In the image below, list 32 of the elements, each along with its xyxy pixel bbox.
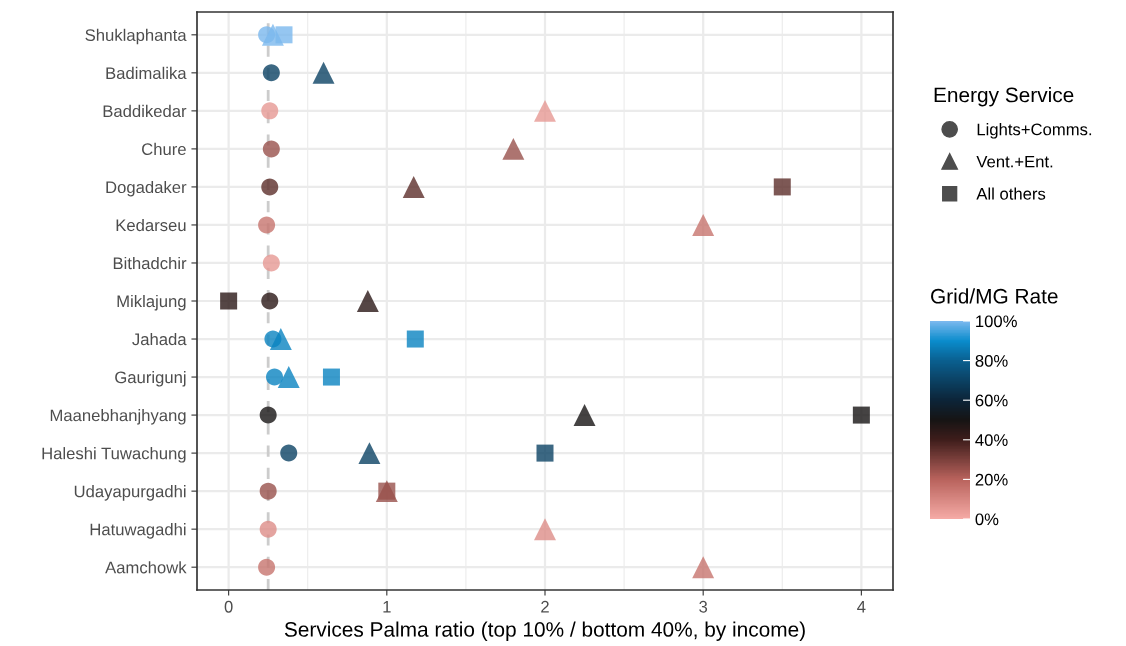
legend-label: Vent.+Ent. bbox=[976, 155, 1053, 168]
color-bar-label: 0% bbox=[975, 513, 999, 526]
x-tick-label: 4 bbox=[857, 601, 866, 613]
color-bar-label: 40% bbox=[975, 434, 1008, 446]
x-tick-label: 2 bbox=[541, 600, 549, 613]
color-bar-label: 100% bbox=[976, 315, 1017, 328]
y-tick-label: Bithadchir bbox=[113, 256, 187, 270]
y-tick-label: Hatuwagadhi bbox=[90, 523, 186, 539]
y-tick-label: Gaurigunj bbox=[115, 371, 186, 387]
legend-title: Energy Service bbox=[934, 87, 1074, 107]
y-tick-label: Dogadaker bbox=[106, 180, 187, 197]
y-tick-label: Chure bbox=[142, 142, 186, 156]
y-tick-label: Maanebhanjhyang bbox=[50, 409, 186, 425]
y-tick-label: Aamchowk bbox=[105, 561, 187, 574]
y-tick-label: Shuklaphanta bbox=[85, 28, 187, 45]
y-tick-label: Kedarseu bbox=[116, 218, 186, 232]
y-tick-label: Jahada bbox=[132, 332, 187, 346]
x-tick-label: 1 bbox=[383, 601, 391, 613]
color-bar-label: 60% bbox=[975, 394, 1008, 407]
x-tick-label: 0 bbox=[224, 600, 233, 613]
y-tick-label: Haleshi Tuwachung bbox=[42, 447, 186, 463]
y-tick-label: Baddikedar bbox=[103, 104, 187, 118]
y-tick-label: Miklajung bbox=[117, 294, 186, 311]
x-tick-label: 3 bbox=[699, 600, 708, 613]
legend-label: All others bbox=[976, 187, 1046, 200]
y-tick-label: Badimalika bbox=[106, 66, 187, 80]
legend-label: Lights+Comms. bbox=[977, 123, 1092, 139]
y-tick-label: Udayapurgadhi bbox=[74, 485, 186, 501]
x-axis-title: Services Palma ratio (top 10% / bottom 40%, by income) bbox=[284, 621, 805, 641]
color-bar-label: 80% bbox=[975, 355, 1008, 367]
color-bar-label: 20% bbox=[975, 473, 1008, 486]
color-bar-title: Grid/MG Rate bbox=[931, 288, 1058, 304]
